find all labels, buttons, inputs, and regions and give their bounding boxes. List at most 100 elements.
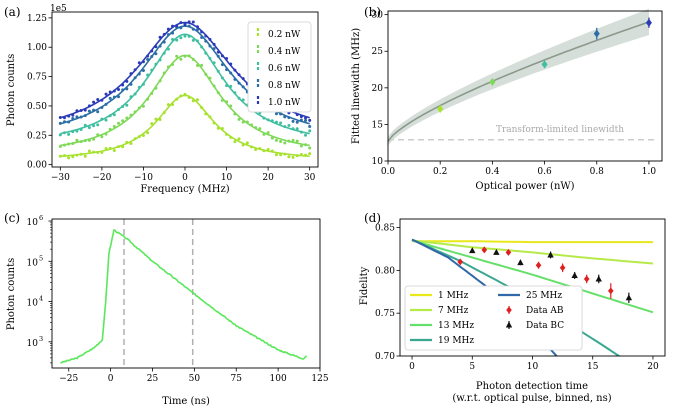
data-point-0.2nw bbox=[233, 140, 237, 144]
data-point-1.0nw bbox=[308, 118, 312, 122]
panel-b-ytick-label: 25 bbox=[372, 47, 384, 57]
data-point-2 bbox=[541, 60, 548, 69]
panel-a-xtick-label: −30 bbox=[51, 173, 70, 183]
legend-label-1: 0.4 nW bbox=[268, 47, 301, 57]
panel-d-xlabel: Photon detection time bbox=[476, 381, 588, 392]
data-point-0.6nw bbox=[191, 38, 195, 42]
data-point-0.6nw bbox=[279, 121, 283, 125]
data-point-0.6nw bbox=[125, 103, 129, 107]
data-point-0.8nw bbox=[274, 112, 278, 116]
data-point-0.2nw bbox=[308, 152, 312, 156]
data-point-0.4nw bbox=[308, 146, 312, 150]
panel-a-ticks: −30 −20 −10 0 10 20 30 0.00 0.25 0.50 0.75 1.00 1.25 bbox=[27, 14, 316, 183]
panel-c-ytick-label-base: 10 bbox=[27, 339, 39, 349]
data-point-0.4nw bbox=[121, 119, 125, 123]
legend-label-2: 0.6 nW bbox=[268, 64, 301, 74]
fit-confidence-band bbox=[388, 8, 649, 146]
data-point-0.2nw bbox=[146, 131, 150, 135]
data-point-0.8nw bbox=[108, 96, 112, 100]
panel-b-ylabel: Fitted linewidth (MHz) bbox=[351, 28, 362, 144]
panel-c-xlabel: Time (ns) bbox=[162, 396, 210, 407]
panel-a-ytick-label: 1.00 bbox=[27, 43, 47, 53]
data-point-ab bbox=[607, 287, 614, 295]
data-point-bc bbox=[625, 294, 633, 301]
panel-b-xlabel: Optical power (nW) bbox=[475, 181, 574, 192]
legend-label-1: 7 MHz bbox=[438, 306, 469, 316]
panel-d-label: (d) bbox=[364, 211, 381, 225]
panel-a-xtick-label: 30 bbox=[304, 173, 316, 183]
fit-curve-0.2nw bbox=[60, 94, 310, 157]
data-point-bc bbox=[469, 247, 476, 254]
legend-label-2: 13 MHz bbox=[438, 321, 474, 331]
panel-c-label: (c) bbox=[4, 211, 20, 225]
legend-marker-bc bbox=[505, 321, 513, 328]
data-point-0.2nw bbox=[274, 153, 278, 157]
legend-label-3: 0.8 nW bbox=[268, 81, 301, 91]
data-point-0.4nw bbox=[270, 136, 274, 140]
panel-c-ytick-label-exp: 6 bbox=[39, 214, 43, 222]
panel-a-plot bbox=[58, 20, 312, 160]
panel-a-legend: 0.2 nW 0.4 nW 0.6 nW 0.8 nW 1.0 nW bbox=[247, 21, 312, 113]
panel-c-ytick-label-exp: 3 bbox=[39, 335, 43, 343]
panel-d-xtick-label: 20 bbox=[647, 362, 659, 372]
data-point-0.2nw bbox=[87, 149, 91, 153]
data-point-ab bbox=[481, 246, 488, 254]
photon-count-trace bbox=[60, 229, 308, 364]
data-point-0.2nw bbox=[67, 156, 71, 160]
data-point-0.4nw bbox=[279, 139, 283, 143]
data-point-0.4nw bbox=[299, 144, 303, 148]
data-point-0.6nw bbox=[179, 36, 183, 40]
panel-b-xtick-label: 0.6 bbox=[537, 167, 552, 177]
panel-a-xtick-label: 0 bbox=[182, 173, 188, 183]
panel-c-xtick-label: 0 bbox=[108, 374, 114, 384]
data-point-0 bbox=[437, 105, 444, 114]
panel-c-frame bbox=[51, 218, 321, 369]
legend-label-0: 0.2 nW bbox=[268, 30, 301, 40]
data-point-0.8nw bbox=[87, 109, 91, 113]
panel-a-ytick-label: 0.75 bbox=[27, 73, 47, 83]
panel-b-plot bbox=[387, 8, 655, 146]
data-point-0.4nw bbox=[100, 135, 104, 139]
data-point-0.8nw bbox=[304, 119, 308, 123]
panel-a: (a) 1e5 −30 −20 −10 0 10 20 30 0.00 0.25 0.50 0.75… bbox=[4, 4, 319, 195]
fit-curve bbox=[387, 21, 650, 142]
data-point-1.0nw bbox=[117, 87, 120, 91]
panel-a-ytick-label: 1.25 bbox=[27, 14, 47, 24]
panel-a-xtick-label: −10 bbox=[134, 173, 153, 183]
panel-a-xtick-label: −20 bbox=[92, 173, 111, 183]
transform-limited-annotation: Transform-limited linewidth bbox=[496, 125, 624, 135]
data-point-bc bbox=[547, 251, 554, 258]
data-point-ab bbox=[559, 264, 566, 272]
model-curve-1mhz bbox=[412, 240, 653, 244]
data-point-0.4nw bbox=[117, 121, 120, 125]
data-point-0.6nw bbox=[92, 124, 96, 128]
data-point-0.4nw bbox=[291, 138, 295, 142]
data-point-0.4nw bbox=[283, 141, 287, 145]
fit-curve-0.6nw bbox=[60, 33, 310, 135]
panel-d-ytick-label: 0.80 bbox=[375, 266, 395, 276]
panel-a-label: (a) bbox=[4, 5, 21, 19]
data-point-bc bbox=[517, 259, 524, 266]
panel-b-xtick-label: 0.4 bbox=[485, 167, 500, 177]
fit-curve-0.4nw bbox=[60, 54, 310, 147]
panel-d-ylabel: Fidelity bbox=[359, 266, 370, 305]
data-point-1.0nw bbox=[104, 92, 108, 96]
panel-b-label: (b) bbox=[364, 5, 381, 19]
data-point-bc bbox=[571, 272, 578, 279]
data-point-0.4nw bbox=[179, 57, 183, 61]
panel-c-xtick-label: 100 bbox=[270, 374, 287, 384]
data-point-1.0nw bbox=[92, 100, 96, 104]
legend-label-ab: Data AB bbox=[526, 306, 564, 316]
model-curve-13mhz bbox=[411, 239, 654, 314]
legend-label-3: 19 MHz bbox=[438, 336, 474, 346]
data-point-0.6nw bbox=[96, 123, 100, 127]
data-point-1.0nw bbox=[183, 23, 187, 27]
panel-c-ytick-label-base: 10 bbox=[27, 218, 39, 228]
panel-b-xtick-label: 0.0 bbox=[381, 167, 396, 177]
panel-d-ytick-label: 0.85 bbox=[375, 224, 395, 234]
data-point-ab bbox=[457, 258, 464, 266]
data-point-0.8nw bbox=[308, 125, 312, 129]
panel-d-plot bbox=[411, 238, 654, 356]
data-point-0.2nw bbox=[287, 155, 291, 159]
